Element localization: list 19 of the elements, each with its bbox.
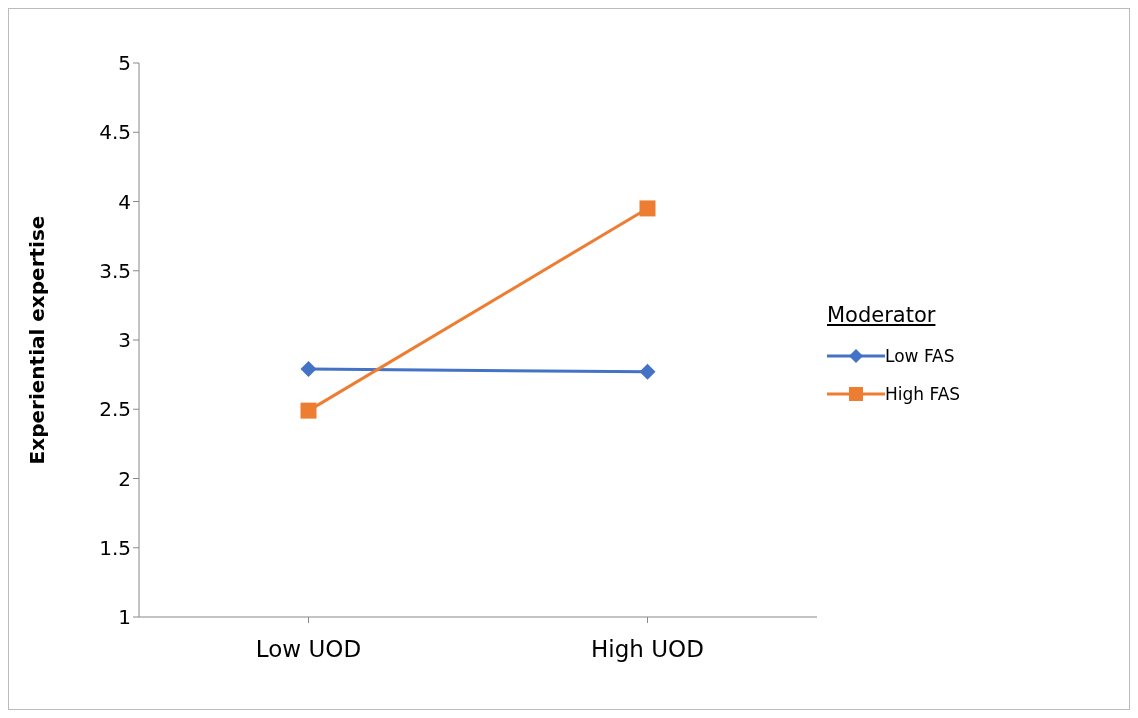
x-tick-label: Low UOD	[255, 636, 362, 663]
y-tick-label: 3	[118, 328, 131, 353]
y-axis-title: Experiential expertise	[25, 215, 50, 465]
y-tick-label: 2	[118, 466, 131, 491]
point	[300, 402, 317, 419]
y-tick-label: 5	[118, 51, 131, 76]
y-tick-label: 1	[118, 605, 131, 630]
y-tick-label: 2.5	[99, 397, 131, 422]
legend-label: Low FAS	[885, 346, 955, 366]
y-tick-label: 4.5	[99, 120, 131, 145]
legend-title: Moderator	[827, 303, 937, 327]
x-tick-label: High UOD	[591, 636, 704, 663]
point	[639, 363, 656, 380]
legend-label: High FAS	[885, 384, 961, 404]
y-tick-label: 3.5	[99, 258, 131, 283]
y-tick-label: 1.5	[99, 535, 131, 560]
point	[639, 200, 656, 217]
y-tick-label: 4	[118, 189, 131, 214]
point	[300, 361, 317, 378]
